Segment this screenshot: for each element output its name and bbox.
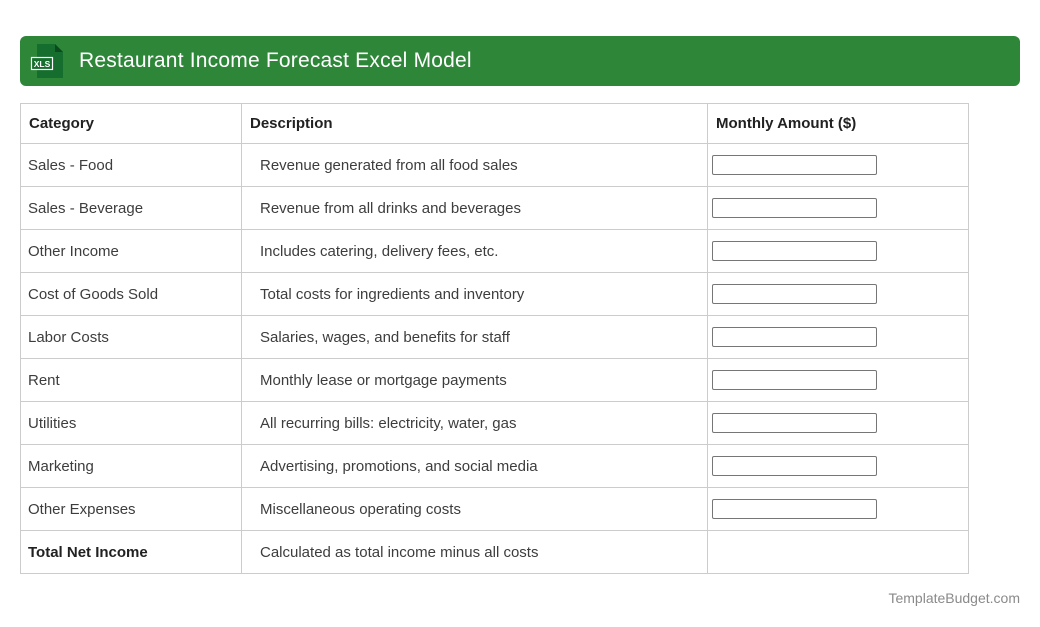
- category-cell: Sales - Beverage: [20, 186, 242, 230]
- description-cell: All recurring bills: electricity, water,…: [241, 401, 708, 445]
- category-cell: Marketing: [20, 444, 242, 488]
- monthly-amount-input[interactable]: [712, 155, 877, 175]
- table-header-row: Category Description Monthly Amount ($): [20, 103, 969, 144]
- monthly-amount-input[interactable]: [712, 198, 877, 218]
- description-cell: Monthly lease or mortgage payments: [241, 358, 708, 402]
- description-cell: Includes catering, delivery fees, etc.: [241, 229, 708, 273]
- table-row: Other Income Includes catering, delivery…: [20, 229, 969, 273]
- monthly-amount-input[interactable]: [712, 284, 877, 304]
- description-cell: Total costs for ingredients and inventor…: [241, 272, 708, 316]
- app-header: XLS Restaurant Income Forecast Excel Mod…: [20, 36, 1020, 86]
- monthly-amount-input[interactable]: [712, 327, 877, 347]
- table-row: Utilities All recurring bills: electrici…: [20, 401, 969, 445]
- amount-cell: [707, 358, 969, 402]
- description-cell: Revenue from all drinks and beverages: [241, 186, 708, 230]
- table-row: Sales - Food Revenue generated from all …: [20, 143, 969, 187]
- watermark: TemplateBudget.com: [888, 590, 1020, 606]
- description-cell: Miscellaneous operating costs: [241, 487, 708, 531]
- column-header-monthly-amount: Monthly Amount ($): [707, 103, 969, 144]
- amount-cell: [707, 530, 969, 574]
- table-row: Other Expenses Miscellaneous operating c…: [20, 487, 969, 531]
- page-title: Restaurant Income Forecast Excel Model: [79, 49, 472, 72]
- category-cell: Sales - Food: [20, 143, 242, 187]
- amount-cell: [707, 315, 969, 359]
- xls-file-icon: XLS: [30, 43, 66, 79]
- xls-file-icon-graphic: XLS: [30, 44, 63, 78]
- table-row: Labor Costs Salaries, wages, and benefit…: [20, 315, 969, 359]
- category-cell: Rent: [20, 358, 242, 402]
- category-cell: Other Income: [20, 229, 242, 273]
- table-row: Marketing Advertising, promotions, and s…: [20, 444, 969, 488]
- description-cell: Salaries, wages, and benefits for staff: [241, 315, 708, 359]
- monthly-amount-input[interactable]: [712, 413, 877, 433]
- amount-cell: [707, 444, 969, 488]
- category-cell: Utilities: [20, 401, 242, 445]
- column-header-category: Category: [20, 103, 242, 144]
- amount-cell: [707, 229, 969, 273]
- table-row: Cost of Goods Sold Total costs for ingre…: [20, 272, 969, 316]
- monthly-amount-input[interactable]: [712, 241, 877, 261]
- category-cell: Other Expenses: [20, 487, 242, 531]
- category-cell: Cost of Goods Sold: [20, 272, 242, 316]
- description-cell: Revenue generated from all food sales: [241, 143, 708, 187]
- column-header-description: Description: [241, 103, 708, 144]
- income-forecast-table: Category Description Monthly Amount ($) …: [20, 103, 969, 574]
- table-row: Sales - Beverage Revenue from all drinks…: [20, 186, 969, 230]
- category-cell: Labor Costs: [20, 315, 242, 359]
- category-cell: Total Net Income: [20, 530, 242, 574]
- description-cell: Advertising, promotions, and social medi…: [241, 444, 708, 488]
- table-row: Total Net Income Calculated as total inc…: [20, 530, 969, 574]
- xls-icon-label: XLS: [34, 59, 51, 69]
- amount-cell: [707, 401, 969, 445]
- table-body: Sales - Food Revenue generated from all …: [20, 143, 969, 574]
- monthly-amount-input[interactable]: [712, 499, 877, 519]
- amount-cell: [707, 186, 969, 230]
- amount-cell: [707, 487, 969, 531]
- amount-cell: [707, 272, 969, 316]
- description-cell: Calculated as total income minus all cos…: [241, 530, 708, 574]
- amount-cell: [707, 143, 969, 187]
- table-row: Rent Monthly lease or mortgage payments: [20, 358, 969, 402]
- monthly-amount-input[interactable]: [712, 370, 877, 390]
- monthly-amount-input[interactable]: [712, 456, 877, 476]
